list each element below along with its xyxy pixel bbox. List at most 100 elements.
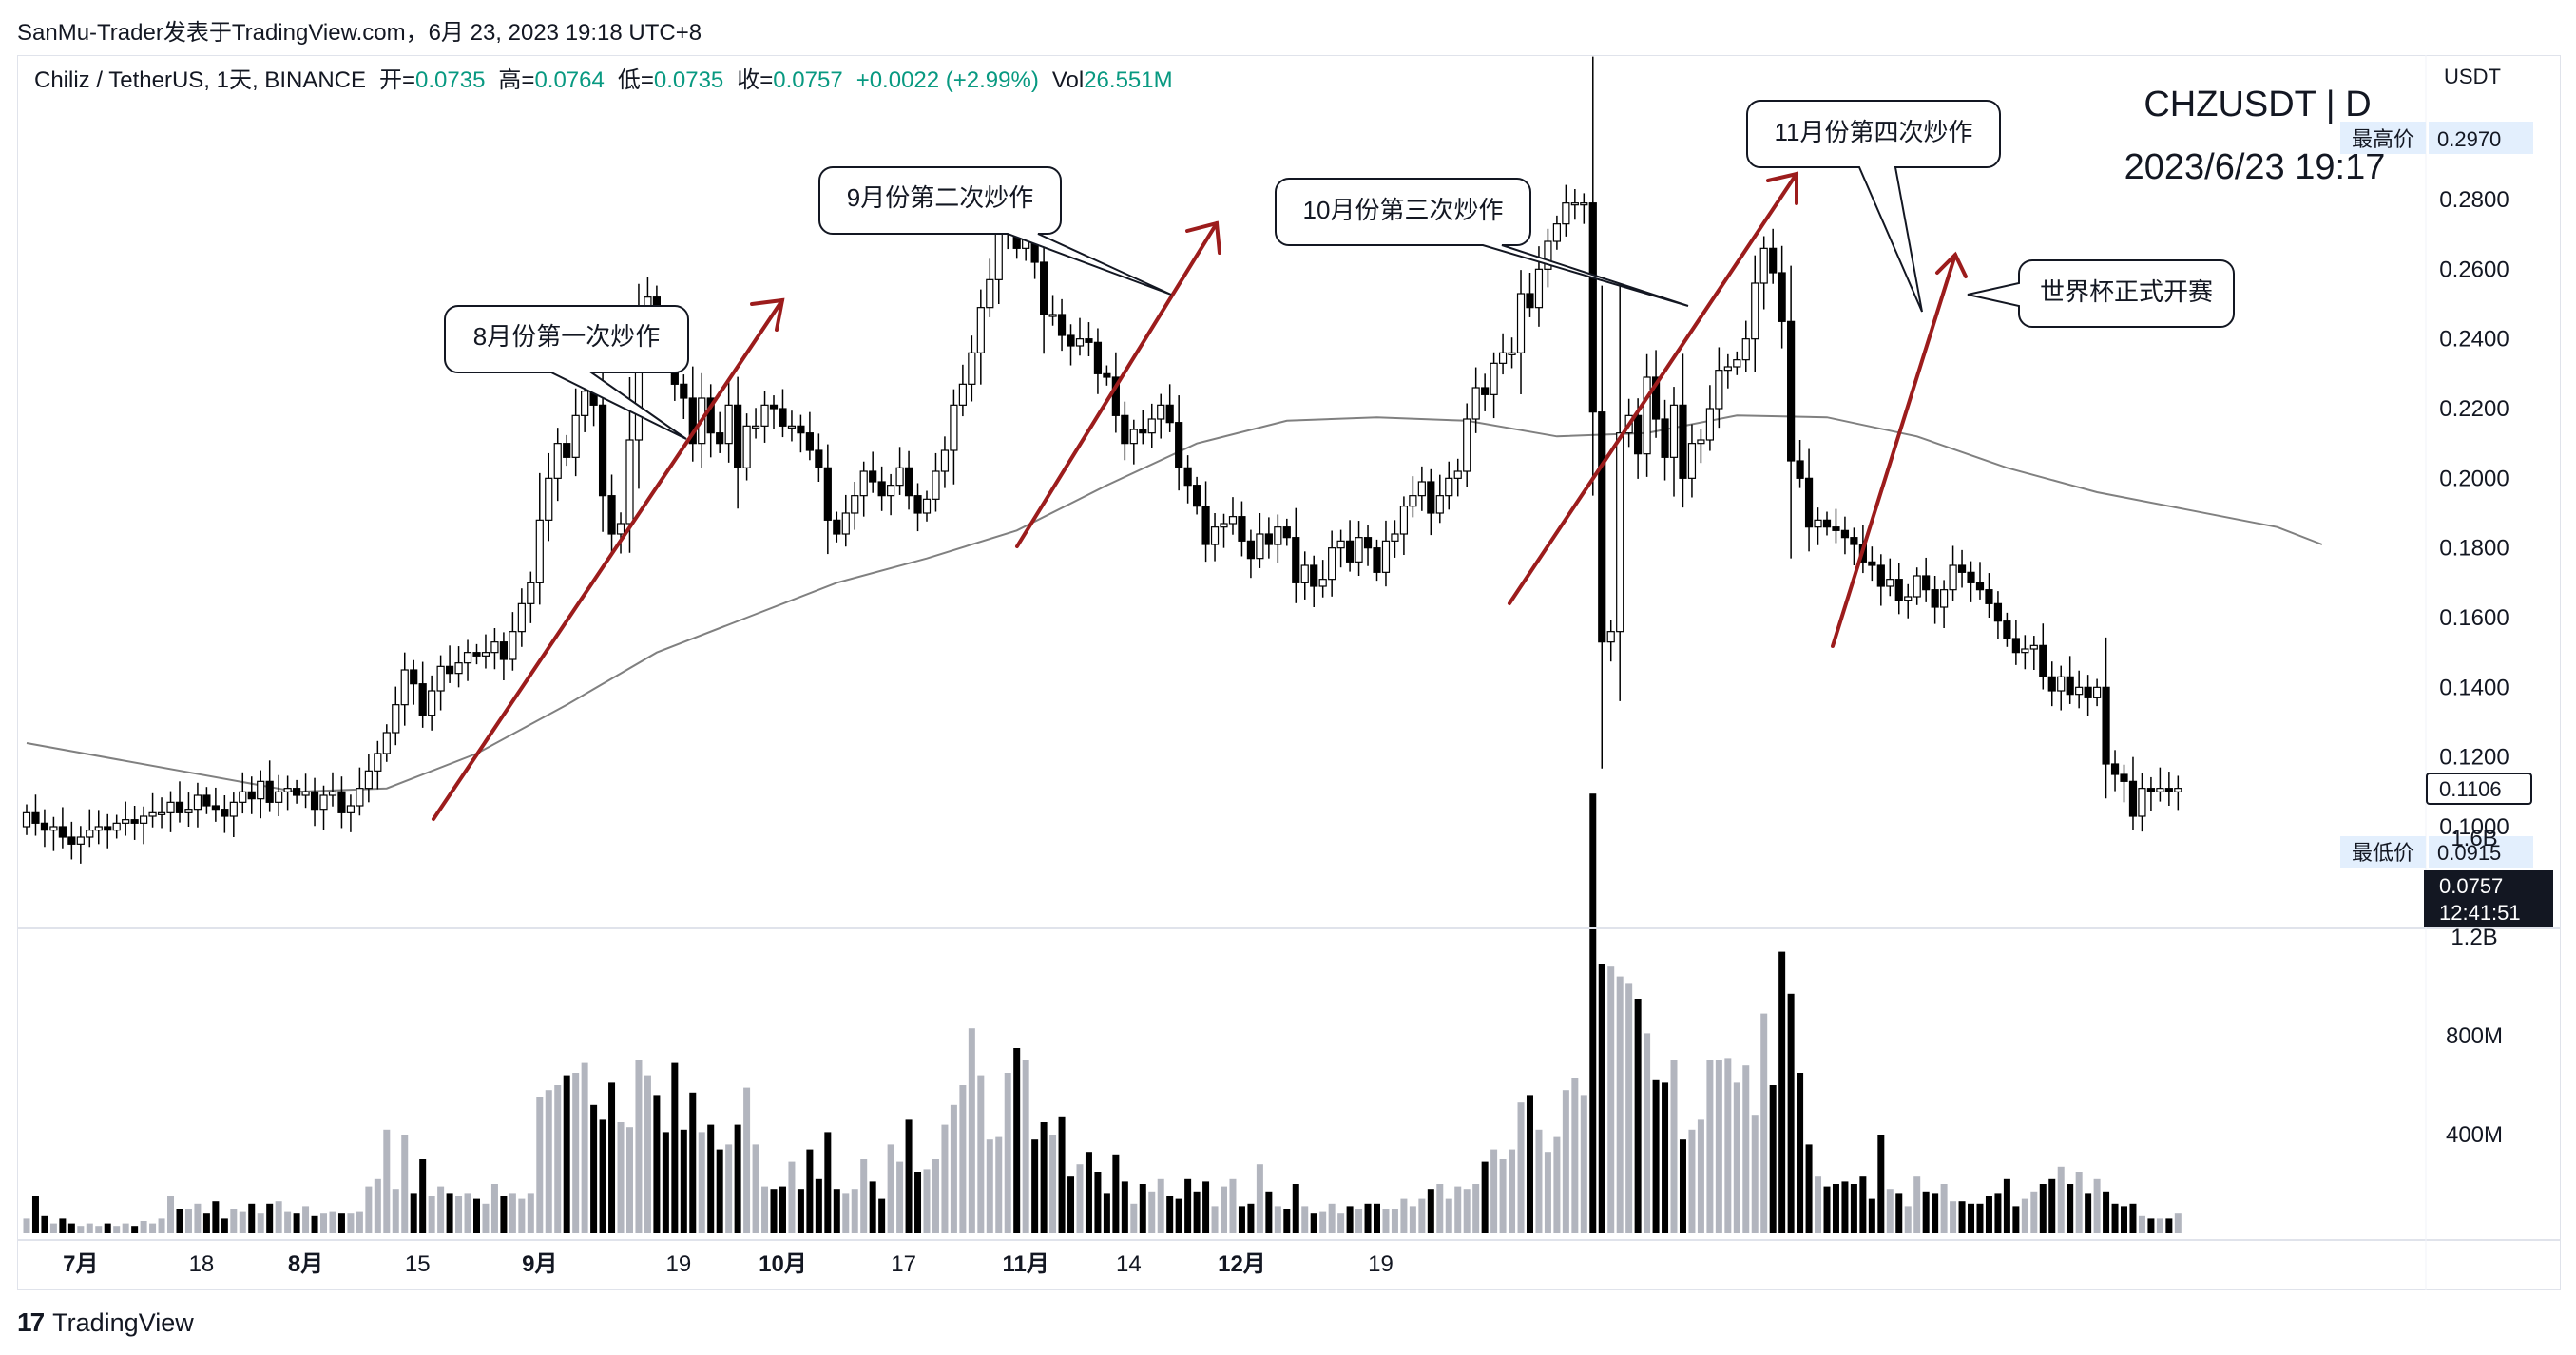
candle-body xyxy=(1876,564,1885,587)
callout-worldcup-bubble xyxy=(1967,259,2235,328)
volume-bar xyxy=(500,1196,508,1233)
candle-body xyxy=(932,470,940,500)
candle-body xyxy=(1526,293,1534,309)
low-badge-value: 0.0915 xyxy=(2437,841,2501,865)
volume-bar xyxy=(1733,1082,1740,1233)
candle-body xyxy=(1669,404,1679,458)
volume-bar xyxy=(1121,1181,1128,1233)
volume-bar xyxy=(1535,1129,1543,1233)
volume-bar xyxy=(625,1127,633,1233)
candle-body xyxy=(418,683,427,716)
high-badge-value-bg xyxy=(2429,122,2533,154)
candle-body xyxy=(1562,202,1570,225)
volume-bar xyxy=(1778,951,1786,1233)
candle-body xyxy=(1832,526,1840,531)
price-axis-label: 0.2200 xyxy=(2439,396,2509,422)
volume-bar xyxy=(554,1085,562,1233)
candle-body xyxy=(2093,686,2102,698)
candle-body xyxy=(607,495,616,535)
price-axis-label: 0.2400 xyxy=(2439,327,2509,353)
volume-bar xyxy=(140,1221,147,1233)
price-axis-label: 0.1600 xyxy=(2439,605,2509,631)
candle-body xyxy=(1057,314,1067,336)
volume-bar xyxy=(320,1213,328,1233)
candle-body xyxy=(1985,589,1993,604)
volume-bar xyxy=(2111,1203,2119,1233)
candle-body xyxy=(1067,334,1075,347)
volume-bar xyxy=(1346,1206,1354,1233)
candle-body xyxy=(1471,387,1480,420)
candle-body xyxy=(1723,366,1732,372)
candle-body xyxy=(2138,788,2146,817)
candle-body xyxy=(1381,540,1391,573)
candle-body xyxy=(392,704,400,734)
volume-bar xyxy=(905,1119,913,1233)
volume-bar xyxy=(644,1075,651,1233)
candle-body xyxy=(527,582,535,604)
callout-worldcup-text: 世界杯正式开赛 xyxy=(2040,277,2213,306)
candle-body xyxy=(293,788,301,796)
candle-body xyxy=(382,732,391,754)
volume-bar xyxy=(2067,1184,2074,1233)
candle-body xyxy=(2066,676,2074,696)
candle-body xyxy=(1967,571,1975,583)
volume-bar xyxy=(1238,1206,1245,1233)
candle-body xyxy=(851,495,859,514)
candle-body xyxy=(1759,247,1768,284)
volume-bar xyxy=(1499,1159,1507,1233)
candle-body xyxy=(40,822,49,831)
time-axis-label: 19 xyxy=(1368,1251,1394,1277)
annotation-arrows xyxy=(432,171,1968,821)
candle-body xyxy=(481,652,490,657)
volume-bar xyxy=(635,1060,643,1233)
volume-bar xyxy=(392,1189,399,1233)
volume-bar xyxy=(383,1129,391,1233)
volume-bar xyxy=(1562,1090,1569,1233)
candle-body xyxy=(1417,481,1426,497)
candle-body xyxy=(1796,460,1804,479)
candle-body xyxy=(1435,495,1444,514)
candle-body xyxy=(958,383,967,406)
volume-bar xyxy=(1427,1189,1434,1233)
candle-body xyxy=(104,826,112,831)
price-axis-label: 0.2600 xyxy=(2439,257,2509,282)
candle-body xyxy=(454,662,463,675)
price-axis-label: 0.1000 xyxy=(2439,814,2509,840)
callout-nov-bubble xyxy=(1746,100,2001,313)
volume-bar xyxy=(1932,1193,1939,1233)
candle-body xyxy=(1957,564,1967,573)
candle-body xyxy=(1534,268,1544,309)
candle-body xyxy=(1651,376,1661,420)
candle-body xyxy=(1093,341,1103,374)
candle-body xyxy=(1246,540,1256,560)
candle-body xyxy=(769,404,779,410)
callout-aug-bubble xyxy=(444,305,689,440)
volume-bar xyxy=(122,1223,129,1233)
volume-bar xyxy=(410,1193,417,1233)
candle-body xyxy=(1300,564,1309,583)
candle-body xyxy=(1940,589,1949,608)
candle-body xyxy=(31,811,40,824)
moving-average-line xyxy=(26,414,2323,793)
candle-body xyxy=(445,665,454,675)
callout-nov-text: 11月份第四次炒作 xyxy=(1775,118,1973,146)
legend-change: +0.0022 (+2.99%) xyxy=(856,67,1039,93)
tradingview-logo-icon: 17 xyxy=(17,1307,45,1337)
volume-bar xyxy=(1319,1211,1327,1233)
price-axis-label: 0.1800 xyxy=(2439,536,2509,562)
candle-body xyxy=(787,425,797,429)
candle-body xyxy=(571,414,580,458)
volume-bar xyxy=(1166,1196,1174,1233)
volume-bar xyxy=(77,1226,85,1233)
volume-bar xyxy=(1607,966,1615,1233)
candle-body xyxy=(734,404,742,468)
candle-body xyxy=(598,404,607,497)
candle-body xyxy=(1391,533,1399,542)
volume-bar xyxy=(1022,1060,1029,1233)
candle-body xyxy=(2120,773,2128,782)
volume-bar xyxy=(743,1087,751,1233)
symbol-watermark: CHZUSDT | D xyxy=(2143,85,2371,124)
chart-frame[interactable] xyxy=(17,55,2561,1290)
volume-bar xyxy=(887,1144,894,1233)
